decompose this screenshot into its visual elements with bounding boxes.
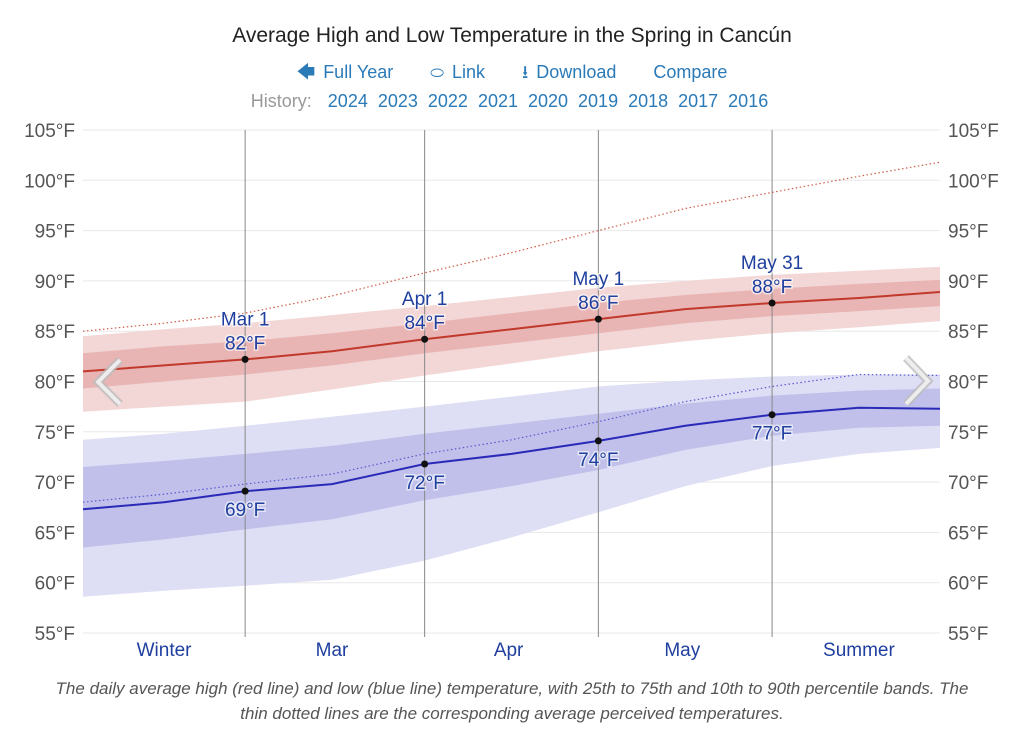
annotation-date: Apr 1 (402, 289, 447, 310)
annotation-value: 69°F (225, 500, 265, 521)
arrow-left-icon: 🡄 (296, 62, 316, 82)
data-point-dot (241, 487, 249, 495)
x-axis-label: Apr (494, 640, 524, 661)
data-point-dot (421, 460, 429, 468)
link-icon: ⬭ (430, 65, 444, 82)
data-point-dot (421, 335, 429, 343)
annotation-value: 82°F (225, 333, 265, 354)
y-tick-label-left: 75°F (35, 423, 75, 444)
history-label: History: (250, 91, 312, 111)
y-tick-label-left: 60°F (35, 574, 75, 595)
full-year-link[interactable]: 🡄 Full Year (296, 62, 394, 82)
y-tick-label-right: 60°F (948, 574, 988, 595)
x-axis-label: Mar (316, 640, 349, 661)
y-tick-label-right: 55°F (948, 624, 988, 645)
y-tick-label-left: 70°F (35, 473, 75, 494)
data-point-dot (594, 437, 602, 445)
download-link[interactable]: ⭳ Download (521, 62, 617, 82)
y-tick-label-right: 90°F (948, 272, 988, 293)
average-high-line (82, 291, 941, 373)
low-band-25-75 (83, 388, 940, 548)
annotation-value: 74°F (578, 450, 618, 471)
history-year-2018[interactable]: 2018 (628, 91, 669, 111)
high-perceived-line (82, 161, 941, 332)
y-tick-label-right: 95°F (948, 222, 988, 243)
y-tick-label-right: 105°F (948, 121, 999, 142)
x-axis-label: Winter (137, 640, 193, 661)
x-axis-label: Summer (823, 640, 895, 661)
y-tick-label-left: 55°F (35, 624, 75, 645)
y-tick-label-right: 70°F (948, 473, 988, 494)
chevron-left-icon[interactable] (92, 357, 123, 407)
y-tick-label-left: 95°F (35, 222, 75, 243)
history-year-2022[interactable]: 2022 (427, 91, 468, 111)
history-year-2019[interactable]: 2019 (578, 91, 619, 111)
download-icon: ⭳ (521, 62, 529, 82)
y-tick-label-left: 90°F (35, 272, 75, 293)
y-tick-label-right: 100°F (948, 171, 999, 192)
data-point-dot (241, 355, 249, 363)
history-year-2024[interactable]: 2024 (327, 91, 368, 111)
x-axis-label: May (664, 640, 700, 661)
y-tick-label-left: 105°F (24, 121, 75, 142)
compare-link[interactable]: Compare (653, 62, 728, 82)
annotation-date: Mar 1 (221, 309, 270, 330)
average-low-line (82, 406, 941, 511)
data-point-dot (768, 299, 776, 307)
chevron-right-icon[interactable] (903, 355, 934, 407)
history-year-2016[interactable]: 2016 (728, 91, 769, 111)
y-tick-label-left: 85°F (35, 322, 75, 343)
annotation-value: 84°F (404, 313, 444, 334)
annotation-value: 88°F (752, 277, 792, 298)
y-tick-label-left: 80°F (35, 373, 75, 394)
low-perceived-line (82, 373, 941, 503)
y-tick-label-left: 100°F (24, 171, 75, 192)
history-year-2023[interactable]: 2023 (377, 91, 418, 111)
temperature-chart: Mar 1 82°F Apr 1 84°F May 1 86°F May 31 88°F 69°… (24, 121, 999, 661)
annotation-date: May 1 (572, 269, 624, 290)
history-year-2017[interactable]: 2017 (678, 91, 719, 111)
y-tick-label-left: 65°F (35, 523, 75, 544)
y-tick-label-right: 85°F (948, 322, 988, 343)
annotation-date: May 31 (741, 253, 803, 274)
y-tick-label-right: 75°F (948, 423, 988, 444)
y-tick-label-right: 65°F (948, 523, 988, 544)
data-point-dot (768, 411, 776, 419)
annotation-value: 77°F (752, 424, 792, 445)
chart-caption: The daily average high (red line) and lo… (55, 679, 969, 723)
permalink-link[interactable]: ⬭ Link (430, 62, 485, 82)
data-point-dot (594, 315, 602, 323)
annotation-value: 72°F (404, 473, 444, 494)
y-tick-label-right: 80°F (948, 373, 988, 394)
annotation-value: 86°F (578, 293, 618, 314)
chart-title: Average High and Low Temperature in the … (232, 24, 792, 47)
history-links: History: 2024 2023 2022 2021 2020 2019 2018 201… (0, 91, 1024, 112)
history-year-2021[interactable]: 2021 (477, 91, 518, 111)
history-year-2020[interactable]: 2020 (527, 91, 569, 111)
chart-links: 🡄 Full Year ⬭ Link ⭳ Download Compare (0, 60, 1024, 90)
